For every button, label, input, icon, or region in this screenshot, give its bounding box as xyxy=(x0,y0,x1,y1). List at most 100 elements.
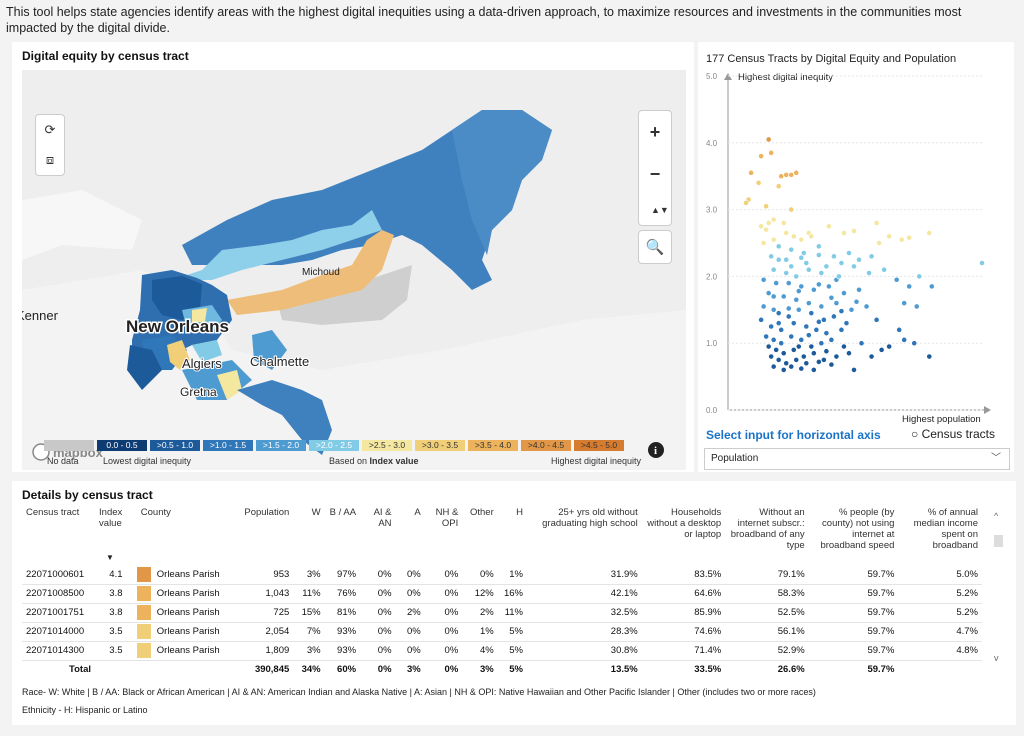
scatter-point[interactable] xyxy=(823,330,830,337)
sort-desc-icon[interactable]: ▼ xyxy=(106,553,114,562)
scatter-point[interactable] xyxy=(831,253,837,260)
scatter-point[interactable] xyxy=(788,206,795,213)
scatter-point[interactable] xyxy=(795,343,802,350)
scatter-point[interactable] xyxy=(856,256,862,263)
table-row[interactable]: 22071008500 3.8 Orleans Parish 1,043 11% 76% 0… xyxy=(22,584,982,604)
scatter-point[interactable] xyxy=(793,273,800,280)
scatter-point[interactable] xyxy=(798,336,805,343)
scatter-point[interactable] xyxy=(838,326,845,333)
scatter-point[interactable] xyxy=(836,273,842,280)
scatter-point[interactable] xyxy=(798,365,805,372)
scatter-point[interactable] xyxy=(805,332,812,339)
scatter-point[interactable] xyxy=(893,276,900,283)
column-header[interactable]: Census tract xyxy=(26,507,80,518)
scatter-point[interactable] xyxy=(823,348,830,355)
scatter-point[interactable] xyxy=(833,353,840,360)
scatter-point[interactable] xyxy=(886,233,893,240)
scatter-point[interactable] xyxy=(798,254,805,261)
scatter-point[interactable] xyxy=(906,234,913,241)
scatter-point[interactable] xyxy=(770,266,777,273)
scatter-point[interactable] xyxy=(911,340,918,347)
scatter-point[interactable] xyxy=(805,266,812,273)
scatter-point[interactable] xyxy=(758,316,765,323)
column-header[interactable]: % of annual median income spent on broad… xyxy=(913,507,978,551)
scatter-point[interactable] xyxy=(765,343,772,350)
scatter-point[interactable] xyxy=(795,288,802,294)
scatter-point[interactable] xyxy=(790,320,797,327)
scatter-point[interactable] xyxy=(780,367,787,373)
scatter-point[interactable] xyxy=(873,316,880,323)
scatter-point[interactable] xyxy=(843,320,850,327)
scatter-point[interactable] xyxy=(788,171,795,178)
scatter-point[interactable] xyxy=(748,169,754,176)
scrollbar-thumb[interactable] xyxy=(994,535,1003,547)
scatter-point[interactable] xyxy=(838,308,845,315)
column-header[interactable]: Index value xyxy=(99,507,123,529)
scatter-point[interactable] xyxy=(898,236,905,243)
search-button[interactable]: 🔍 xyxy=(638,230,672,264)
table-row[interactable]: 22071014300 3.5 Orleans Parish 1,809 3% 93% 0%… xyxy=(22,641,982,661)
scatter-point[interactable] xyxy=(815,281,822,288)
scatter-point[interactable] xyxy=(851,263,857,270)
scatter-point[interactable] xyxy=(926,230,933,236)
scatter-point[interactable] xyxy=(783,171,790,178)
scatter-point[interactable] xyxy=(778,340,785,347)
zoom-out-button[interactable]: − xyxy=(649,163,661,184)
scatter-point[interactable] xyxy=(881,266,888,273)
scatter-point[interactable] xyxy=(765,290,772,296)
scatter-point[interactable] xyxy=(760,303,767,310)
scatter-point[interactable] xyxy=(868,253,875,260)
scatter-point[interactable] xyxy=(783,270,790,276)
scatter-point[interactable] xyxy=(831,313,837,320)
scatter-point[interactable] xyxy=(768,323,775,330)
scatter-point[interactable] xyxy=(876,240,882,246)
scatter-point[interactable] xyxy=(793,169,800,176)
table-row[interactable]: 22071000601 4.1 Orleans Parish 953 3% 97% 0% 0%… xyxy=(22,565,982,585)
scatter-point[interactable] xyxy=(820,356,827,363)
scatter-point[interactable] xyxy=(841,343,847,350)
scatter-point[interactable] xyxy=(886,343,893,350)
scatter-point[interactable] xyxy=(775,356,782,363)
scatter-point[interactable] xyxy=(833,300,840,307)
scatter-point[interactable] xyxy=(825,223,832,230)
scatter-point[interactable] xyxy=(810,367,817,373)
scatter-point[interactable] xyxy=(803,323,810,330)
scatter-point[interactable] xyxy=(770,216,777,223)
column-header[interactable]: NH & OPI xyxy=(435,507,459,529)
scatter-point[interactable] xyxy=(775,320,782,327)
table-row[interactable]: 22071001751 3.8 Orleans Parish 725 15% 81% 0% 2… xyxy=(22,603,982,623)
scroll-down-icon[interactable]: v xyxy=(994,653,999,663)
compass-button[interactable]: ▲▼ xyxy=(651,204,669,215)
scatter-point[interactable] xyxy=(815,252,822,258)
scatter-point[interactable] xyxy=(838,260,845,266)
scatter-point[interactable] xyxy=(785,305,792,312)
scatter-point[interactable] xyxy=(773,346,780,353)
scatter-point[interactable] xyxy=(853,298,860,305)
scatter-point[interactable] xyxy=(798,236,805,243)
scatter-point[interactable] xyxy=(778,326,785,333)
scatter-point[interactable] xyxy=(768,253,775,260)
scatter-point[interactable] xyxy=(775,310,782,317)
scatter-point[interactable] xyxy=(866,270,872,276)
scatter-point[interactable] xyxy=(828,294,835,301)
column-header[interactable]: Without an internet subscr.: broadband o… xyxy=(730,507,805,551)
scatter-point[interactable] xyxy=(800,250,807,256)
column-header[interactable]: County xyxy=(140,507,171,518)
scatter-point[interactable] xyxy=(770,306,777,313)
scatter-point[interactable] xyxy=(770,236,777,243)
scatter-point[interactable] xyxy=(785,280,792,286)
scatter-point[interactable] xyxy=(785,313,792,320)
scatter-point[interactable] xyxy=(810,350,817,357)
scatter-point[interactable] xyxy=(926,353,933,360)
scatter-point[interactable] xyxy=(793,296,800,303)
scatter-point[interactable] xyxy=(763,226,770,233)
scatter-point[interactable] xyxy=(818,340,825,347)
rect-select-icon[interactable]: ⧈ xyxy=(45,152,55,167)
column-header[interactable]: % people (by county) not using internet … xyxy=(820,507,895,551)
scatter-point[interactable] xyxy=(808,343,815,350)
scatter-point[interactable] xyxy=(810,286,817,293)
scatter-point[interactable] xyxy=(851,367,857,373)
scatter-point[interactable] xyxy=(770,363,777,370)
scatter-point[interactable] xyxy=(778,173,785,180)
column-header[interactable]: Other xyxy=(469,507,494,518)
